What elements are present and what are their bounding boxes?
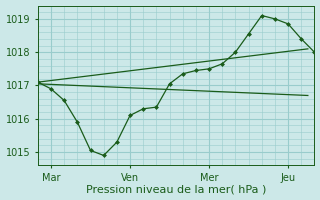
- X-axis label: Pression niveau de la mer( hPa ): Pression niveau de la mer( hPa ): [86, 184, 266, 194]
